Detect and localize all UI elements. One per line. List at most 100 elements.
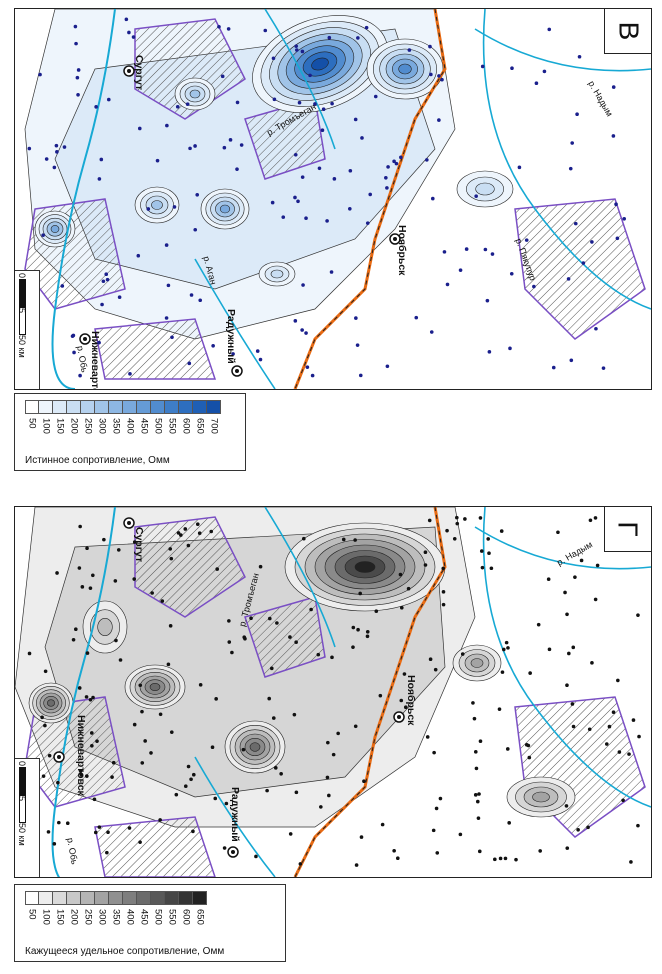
data-point: [568, 166, 573, 171]
data-point: [263, 28, 268, 33]
data-point: [249, 616, 253, 621]
data-point: [485, 298, 490, 303]
data-point: [505, 747, 510, 751]
data-point: [84, 695, 89, 699]
contour-center: [149, 683, 161, 691]
data-point: [198, 298, 203, 303]
data-point: [222, 846, 227, 850]
data-point: [305, 365, 310, 369]
data-point: [97, 340, 101, 345]
data-point: [271, 716, 276, 720]
legend-tick-label: 500: [152, 909, 164, 925]
data-point: [477, 792, 481, 796]
data-point: [441, 602, 446, 607]
data-point: [573, 575, 577, 579]
legend-swatch: [81, 891, 95, 905]
legend-tick-label: 50: [26, 909, 38, 920]
data-point: [611, 710, 616, 714]
legend-tick-label: 450: [138, 418, 150, 434]
legend-tick-label: 350: [110, 418, 122, 434]
data-point: [188, 146, 192, 151]
data-point: [279, 771, 283, 776]
legend-swatch: [109, 891, 123, 905]
data-point: [301, 283, 305, 287]
data-point: [425, 735, 430, 739]
data-point: [607, 724, 612, 729]
data-point: [368, 192, 373, 197]
data-point: [304, 331, 308, 335]
data-point: [487, 551, 491, 556]
data-point: [362, 779, 366, 783]
hatched-area: [94, 318, 217, 380]
data-point: [168, 624, 173, 628]
data-point: [27, 651, 32, 656]
data-point: [508, 346, 512, 351]
river: [264, 507, 336, 648]
data-point: [78, 373, 82, 378]
data-point: [497, 707, 502, 711]
data-point: [165, 123, 169, 128]
region-boundary: [294, 9, 446, 389]
data-point: [183, 527, 188, 531]
legend-tick-label: 400: [124, 909, 136, 925]
data-point: [316, 652, 321, 657]
data-point: [57, 820, 61, 825]
data-point: [215, 567, 219, 571]
data-point: [195, 522, 200, 527]
data-point: [235, 167, 239, 171]
data-point: [231, 352, 235, 356]
data-point: [392, 159, 396, 164]
data-point: [73, 24, 78, 29]
scale-tick-0: 0: [17, 761, 27, 767]
region-boundary: [294, 507, 446, 877]
data-point: [102, 537, 106, 542]
data-point: [474, 194, 478, 198]
data-point: [224, 801, 229, 806]
data-point: [365, 634, 370, 639]
data-point: [140, 709, 144, 714]
data-point: [627, 752, 631, 756]
data-point: [575, 112, 579, 117]
legend-swatch: [53, 891, 67, 905]
data-point: [175, 104, 180, 109]
data-point: [359, 835, 364, 839]
data-point: [71, 637, 76, 642]
data-point: [99, 157, 104, 162]
data-point: [176, 531, 181, 535]
data-point: [170, 335, 174, 340]
legend-tick-label: 100: [40, 418, 52, 434]
hatched-area: [244, 596, 326, 678]
data-point: [222, 145, 227, 150]
data-point: [473, 750, 478, 754]
data-point: [124, 17, 129, 22]
data-point: [414, 315, 419, 320]
city-marker: [127, 521, 131, 525]
data-point: [547, 647, 552, 652]
data-point: [127, 30, 131, 35]
data-point: [265, 788, 269, 793]
data-point: [385, 364, 390, 369]
legend-tick-label: 200: [68, 909, 80, 925]
data-point: [423, 563, 428, 567]
city-label-nizhnevartovsk: Нижневартовск: [75, 715, 87, 796]
data-point: [325, 219, 329, 223]
legend-tick-label: 600: [180, 418, 192, 434]
data-point: [150, 591, 154, 595]
data-point: [189, 293, 194, 297]
legend-tick-label: 200: [68, 418, 80, 434]
data-point: [104, 272, 109, 277]
data-point: [186, 543, 191, 548]
data-point: [460, 652, 465, 656]
legend-swatch: [165, 400, 179, 414]
data-point: [586, 825, 590, 830]
river: [474, 526, 651, 570]
resistivity-map-apparent: [15, 507, 651, 877]
data-point: [615, 236, 620, 241]
data-point: [570, 141, 574, 145]
data-point: [300, 328, 304, 332]
data-point: [452, 536, 457, 541]
data-point: [74, 627, 78, 631]
data-point: [160, 599, 165, 603]
data-point: [458, 832, 463, 837]
data-point: [478, 516, 483, 520]
